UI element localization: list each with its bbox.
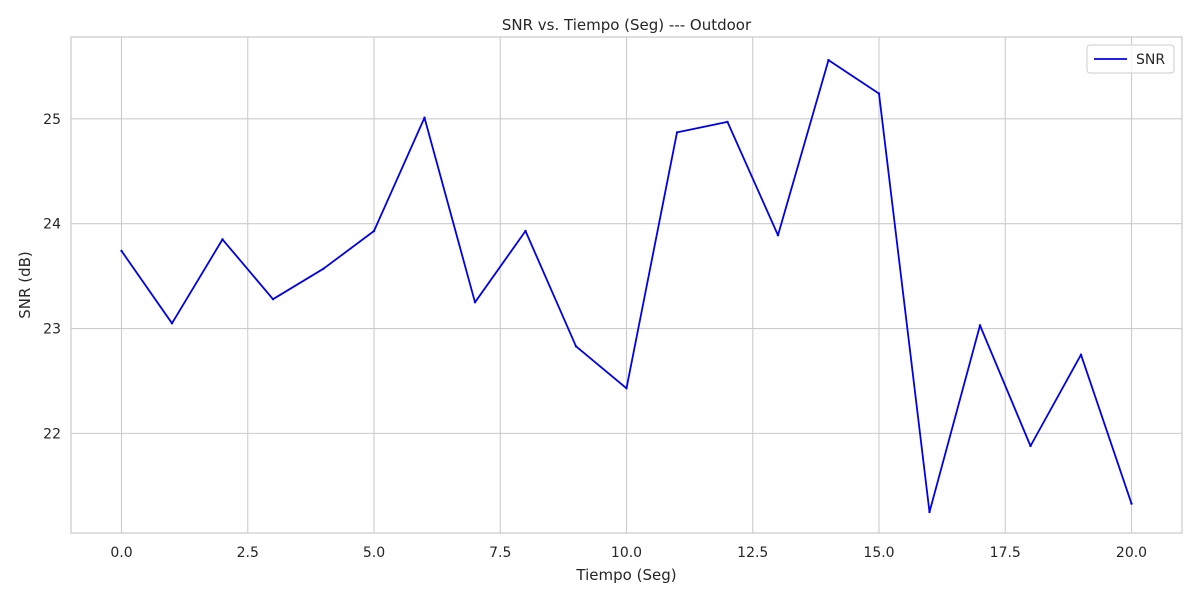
x-tick-label: 0.0 <box>110 545 132 561</box>
data-point <box>574 345 578 348</box>
legend-label-snr: SNR <box>1136 52 1165 68</box>
data-point <box>524 229 527 233</box>
data-point <box>221 238 224 241</box>
x-tick-label: 20.0 <box>1116 545 1147 561</box>
data-point <box>776 233 780 237</box>
data-point <box>473 301 477 304</box>
grid <box>71 37 1182 533</box>
data-point <box>675 131 679 134</box>
data-point <box>1029 444 1032 448</box>
x-axis-label: Tiempo (Seg) <box>575 566 676 584</box>
y-tick-label: 22 <box>43 426 61 442</box>
legend: SNR <box>1086 44 1175 74</box>
data-point <box>928 510 931 514</box>
data-point <box>625 387 628 390</box>
plot-frame <box>70 36 1183 534</box>
data-point <box>170 322 174 325</box>
x-tick-label: 2.5 <box>237 545 259 561</box>
x-tick-label: 12.5 <box>737 545 768 561</box>
x-tick-label: 17.5 <box>990 545 1021 561</box>
y-tick-label: 24 <box>43 217 61 233</box>
x-tick-label: 10.0 <box>611 545 642 561</box>
chart-title: SNR vs. Tiempo (Seg) --- Outdoor <box>502 16 752 34</box>
data-point <box>271 297 275 301</box>
data-point <box>423 116 426 119</box>
y-tick-label: 25 <box>43 112 61 128</box>
data-point <box>827 58 830 62</box>
data-point <box>978 324 982 327</box>
x-tick-label: 15.0 <box>863 545 894 561</box>
data-point <box>322 267 325 270</box>
data-point <box>1130 502 1133 505</box>
series-layer <box>120 58 1133 514</box>
y-axis-ticks: 22 23 24 25 <box>43 112 61 443</box>
x-tick-label: 5.0 <box>363 545 385 561</box>
data-point <box>877 92 881 95</box>
data-point <box>372 229 376 233</box>
y-axis-label: SNR (dB) <box>16 251 34 318</box>
x-tick-label: 7.5 <box>489 545 511 561</box>
legend-box <box>1086 44 1175 74</box>
data-point <box>120 249 123 253</box>
data-point <box>1079 353 1083 356</box>
x-axis-ticks: 0.0 2.5 5.0 7.5 10.0 12.5 15.0 17.5 20.0 <box>110 545 1147 561</box>
y-tick-label: 23 <box>43 322 61 338</box>
data-point <box>726 120 729 124</box>
